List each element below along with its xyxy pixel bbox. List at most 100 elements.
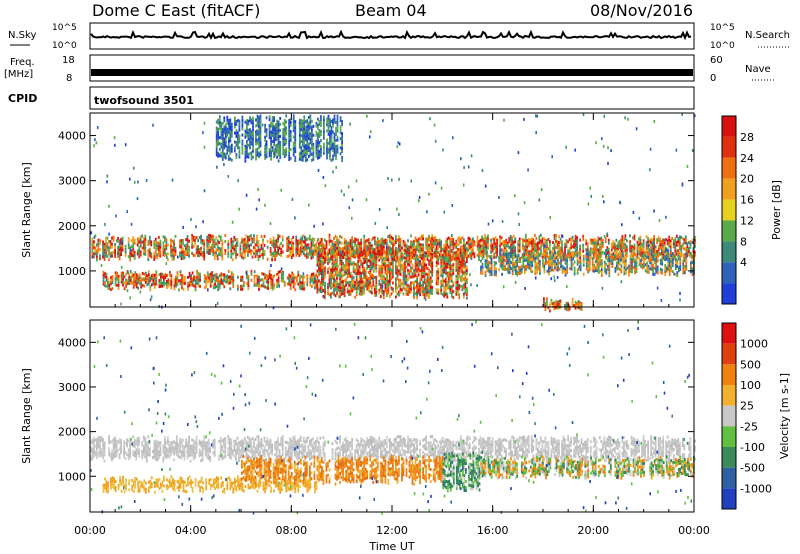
- data-cell: [382, 245, 385, 249]
- data-cell: [250, 121, 253, 125]
- data-cell: [306, 280, 309, 284]
- data-cell: [499, 235, 501, 239]
- data-cell: [367, 283, 370, 287]
- data-cell: [522, 253, 525, 257]
- data-cell: [455, 283, 458, 287]
- data-cell: [333, 292, 335, 296]
- data-cell: [294, 156, 297, 160]
- data-cell: [501, 263, 503, 267]
- data-cell: [262, 278, 265, 282]
- data-cell: [422, 246, 424, 250]
- data-cell: [358, 251, 361, 255]
- data-cell: [435, 255, 438, 259]
- data-cell: [330, 268, 332, 272]
- data-cell: [326, 138, 328, 142]
- data-cell: [246, 146, 248, 150]
- data-cell: [220, 136, 223, 140]
- data-cell: [212, 274, 215, 278]
- data-cell: [606, 267, 609, 271]
- data-cell: [628, 264, 630, 268]
- data-cell: [326, 150, 328, 154]
- data-cell: [485, 245, 488, 249]
- data-cell: [428, 250, 430, 254]
- data-cell: [170, 253, 172, 257]
- data-cell: [323, 148, 325, 152]
- data-cell: [118, 245, 121, 249]
- data-cell: [214, 285, 217, 289]
- data-cell: [150, 243, 153, 247]
- data-cell: [529, 254, 532, 258]
- data-cell: [373, 255, 376, 258]
- data-cell: [346, 251, 349, 255]
- data-cell: [261, 272, 263, 276]
- data-cell: [502, 255, 505, 259]
- data-cell: [203, 277, 206, 281]
- data-cell: [414, 291, 417, 295]
- data-cell: [301, 152, 304, 156]
- data-cell: [218, 148, 221, 152]
- data-cell: [596, 260, 599, 264]
- data-cell: [467, 236, 470, 240]
- data-cell: [258, 281, 260, 285]
- data-cell: [694, 250, 696, 254]
- data-cell: [646, 264, 648, 268]
- data-cell: [226, 133, 229, 137]
- data-cell: [428, 271, 430, 275]
- data-cell: [526, 256, 529, 260]
- data-cell: [443, 247, 446, 251]
- data-cell: [592, 256, 595, 260]
- data-cell: [648, 248, 651, 252]
- data-cell: [351, 274, 353, 278]
- data-cell: [638, 246, 640, 250]
- data-cell: [197, 284, 200, 288]
- data-cell: [526, 259, 529, 263]
- data-cell: [315, 282, 318, 286]
- data-cell: [278, 234, 281, 238]
- data-cell: [429, 285, 432, 289]
- data-cell: [518, 240, 521, 244]
- data-cell: [323, 124, 325, 128]
- data-cell: [461, 264, 464, 268]
- data-cell: [308, 234, 311, 238]
- data-cell: [230, 237, 233, 241]
- data-cell: [559, 299, 562, 303]
- data-cell: [303, 121, 306, 125]
- data-cell: [336, 249, 338, 253]
- data-cell: [549, 257, 552, 261]
- data-cell: [426, 285, 429, 289]
- data-cell: [617, 253, 619, 257]
- data-cell: [551, 268, 553, 272]
- data-cell: [114, 283, 117, 287]
- data-cell: [301, 287, 304, 291]
- data-cell: [579, 262, 582, 266]
- data-cell: [505, 244, 508, 248]
- data-cell: [182, 247, 184, 251]
- data-cell: [97, 250, 100, 254]
- data-cell: [434, 254, 437, 258]
- data-cell: [413, 257, 415, 260]
- data-cell: [604, 240, 607, 244]
- data-cell: [554, 266, 556, 270]
- data-cell: [230, 277, 233, 281]
- data-cell: [315, 124, 318, 128]
- data-cell: [331, 291, 334, 295]
- data-cell: [414, 236, 417, 240]
- data-cell: [460, 284, 462, 288]
- data-cell: [99, 248, 101, 252]
- data-cell: [676, 265, 679, 269]
- data-cell: [387, 255, 390, 259]
- data-cell: [485, 239, 488, 243]
- data-cell: [379, 265, 382, 269]
- data-cell: [691, 258, 694, 262]
- data-cell: [363, 243, 366, 247]
- data-cell: [318, 149, 321, 153]
- data-cell: [354, 280, 357, 284]
- data-cell: [331, 261, 334, 265]
- data-cell: [264, 126, 266, 130]
- data-cell: [283, 131, 286, 134]
- data-cell: [245, 240, 248, 244]
- data-cell: [103, 242, 106, 246]
- data-cell: [621, 241, 624, 245]
- data-cell: [190, 280, 192, 284]
- data-cell: [324, 284, 326, 288]
